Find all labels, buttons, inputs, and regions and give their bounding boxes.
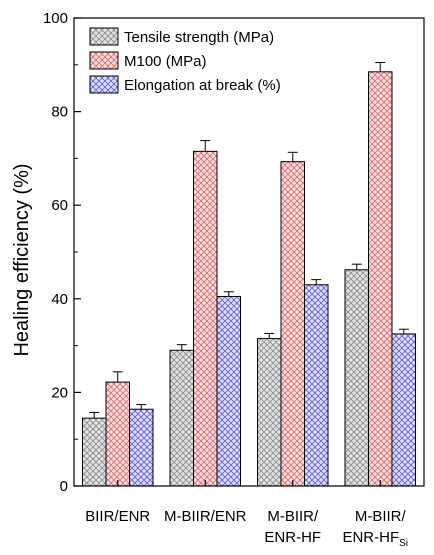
bar [216, 295, 241, 487]
y-tick-label: 20 [51, 384, 68, 401]
y-tick-label: 100 [43, 10, 68, 27]
bar [129, 408, 154, 487]
bar [391, 333, 416, 487]
y-tick-label: 40 [51, 291, 68, 308]
legend-swatch [89, 27, 119, 46]
x-category-subscript: Si [399, 538, 408, 549]
legend-label: M100 (MPa) [124, 53, 207, 70]
bar [257, 338, 282, 487]
x-category-label-line2: ENR-HFSi [342, 529, 408, 549]
legend: Tensile strength (MPa) M100 (MPa) Elongati… [89, 27, 281, 94]
bar [280, 161, 305, 487]
bar [105, 381, 130, 487]
y-tick-label: 80 [51, 104, 68, 121]
y-axis-title-group: Healing efficiency (%) [11, 163, 33, 356]
legend-label: Elongation at break (%) [124, 77, 281, 94]
y-tick-label: 60 [51, 197, 68, 214]
bar [368, 71, 393, 487]
x-category-label: M-BIIR/ [355, 508, 407, 525]
legend-label: Tensile strength (MPa) [124, 29, 274, 46]
bar [82, 417, 107, 487]
bar [344, 269, 369, 487]
bar [304, 284, 329, 487]
y-axis-title: Healing efficiency (%) [11, 163, 33, 356]
bar [169, 349, 194, 487]
bar [193, 150, 218, 487]
x-category-label: BIIR/ENR [85, 508, 150, 525]
legend-swatch [89, 51, 119, 70]
legend-swatch [89, 75, 119, 94]
x-category-label: M-BIIR/ENR [164, 508, 247, 525]
y-tick-label: 0 [60, 478, 68, 495]
x-category-label-line2: ENR-HF [264, 529, 321, 546]
x-category-label: M-BIIR/ [267, 508, 319, 525]
